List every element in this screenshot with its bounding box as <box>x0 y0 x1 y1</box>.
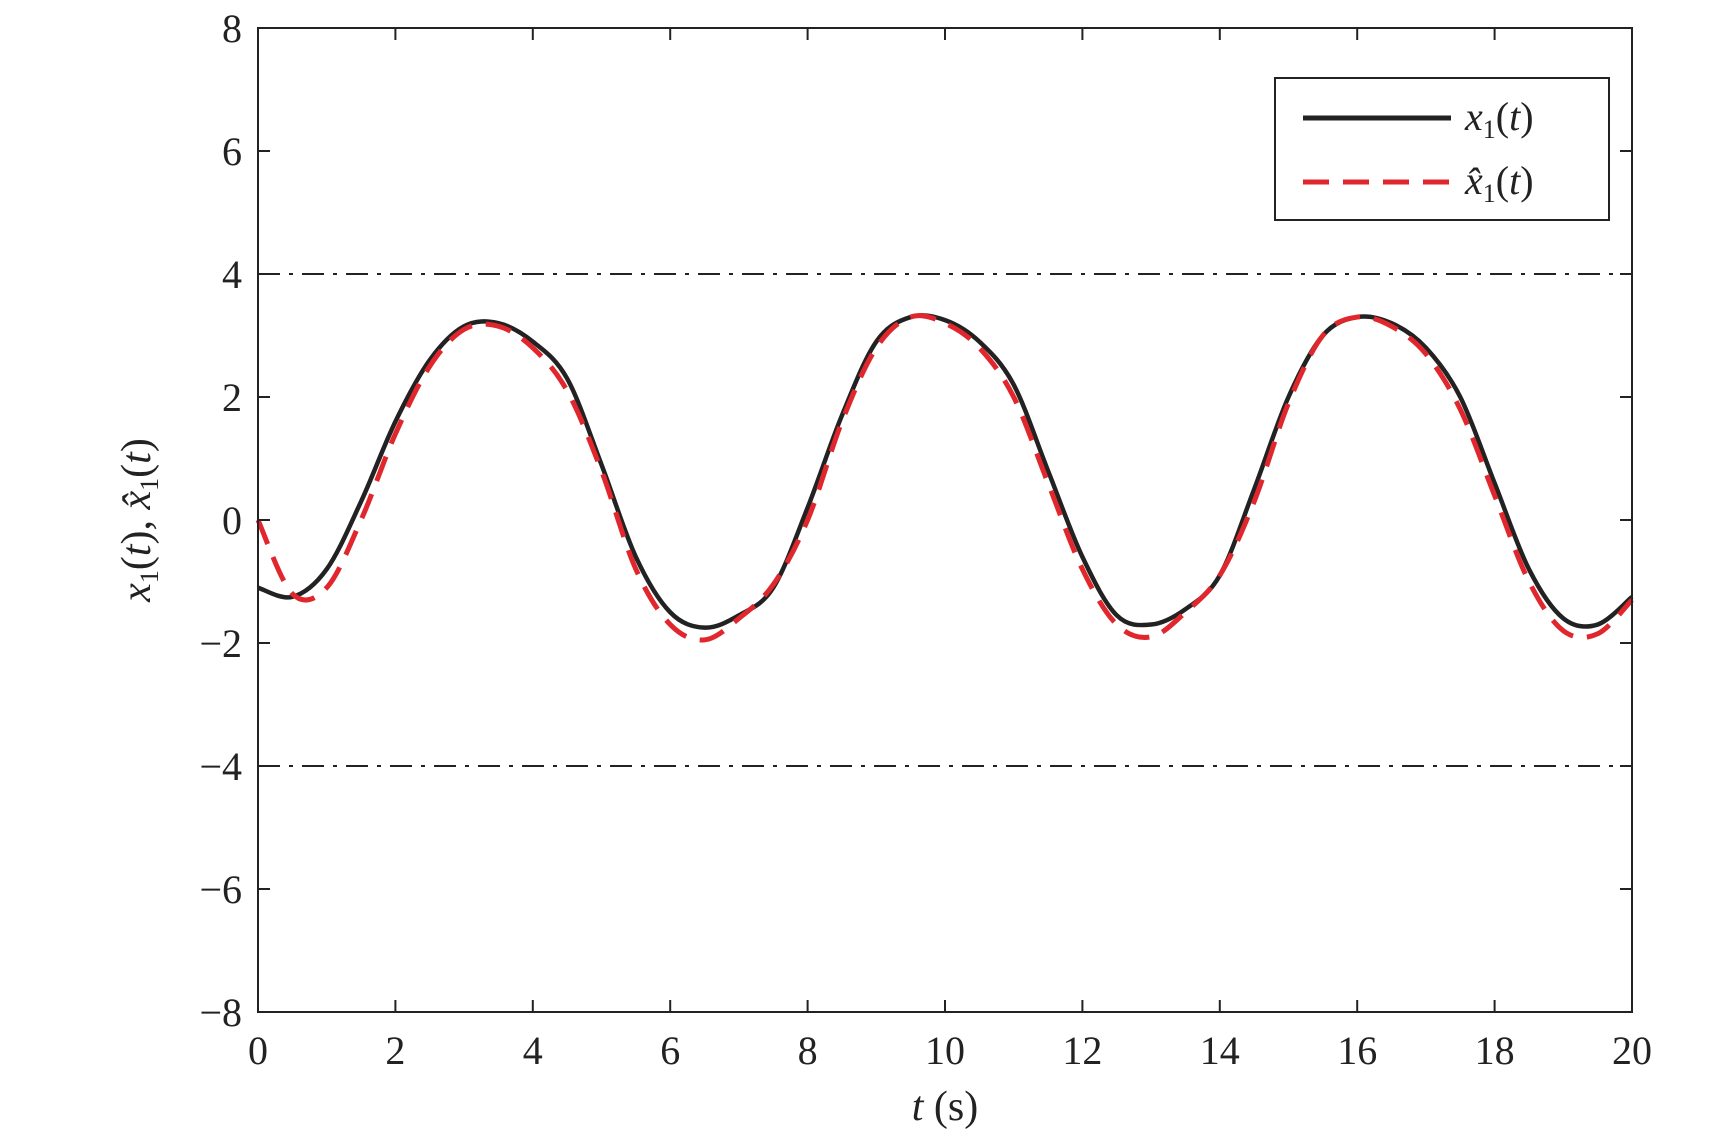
x-tick-labels: 0 2 4 6 8 10 12 14 16 18 20 <box>248 1028 1652 1073</box>
y-tick-label: −2 <box>199 621 242 666</box>
reference-lines <box>258 273 1632 767</box>
y-tick-label: −8 <box>199 990 242 1035</box>
y-tick-labels: −8 −6 −4 −2 0 2 4 6 8 <box>199 6 242 1035</box>
x-tick-label: 18 <box>1475 1028 1515 1073</box>
legend: x1(t) x̂1(t) <box>1274 77 1610 221</box>
legend-box <box>1274 77 1610 221</box>
y-tick-label: 2 <box>222 375 242 420</box>
x-tick-label: 8 <box>798 1028 818 1073</box>
x-tick-label: 6 <box>660 1028 680 1073</box>
tick-marks <box>257 27 1633 1013</box>
legend-label-x1: x1(t) <box>1464 94 1534 144</box>
y-tick-label: −4 <box>199 744 242 789</box>
y-tick-label: 4 <box>222 252 242 297</box>
y-tick-label: 0 <box>222 498 242 543</box>
legend-label-x1-hat: x̂1(t) <box>1464 158 1534 208</box>
series-layer <box>255 313 1634 643</box>
y-tick-label: 6 <box>222 129 242 174</box>
x-tick-label: 20 <box>1612 1028 1652 1073</box>
x-tick-label: 16 <box>1337 1028 1377 1073</box>
series-line-x1-hat <box>255 313 1634 643</box>
y-tick-label: −6 <box>199 867 242 912</box>
x-tick-label: 0 <box>248 1028 268 1073</box>
x-tick-label: 4 <box>523 1028 543 1073</box>
x-axis-label: t (s) <box>912 1084 979 1130</box>
y-axis-label: x1(t), x̂1(t) <box>114 438 164 603</box>
y-tick-label: 8 <box>222 6 242 51</box>
series-line-x1 <box>257 313 1634 630</box>
x-tick-label: 2 <box>385 1028 405 1073</box>
x-tick-label: 10 <box>925 1028 965 1073</box>
x-tick-label: 14 <box>1200 1028 1240 1073</box>
x-tick-label: 12 <box>1062 1028 1102 1073</box>
